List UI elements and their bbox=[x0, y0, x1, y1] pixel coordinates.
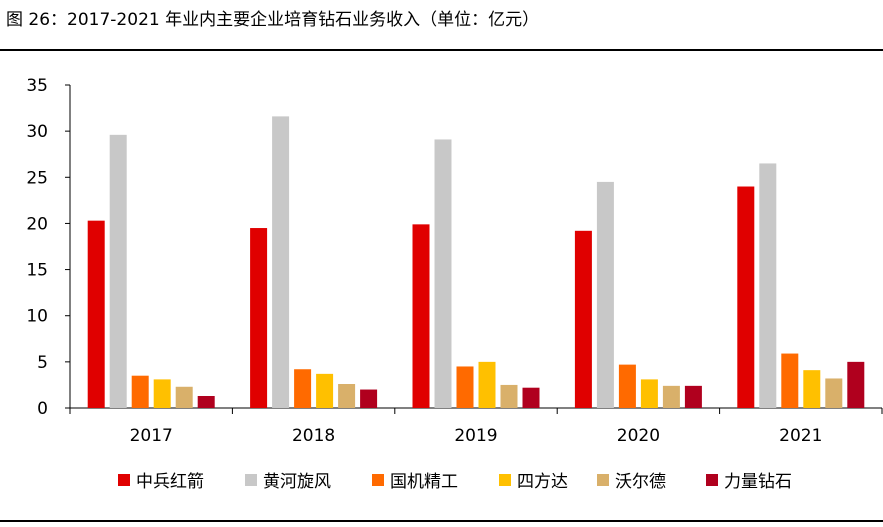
bar-四方达-2021 bbox=[803, 370, 821, 408]
bar-力量钻石-2017 bbox=[197, 396, 215, 408]
bar-黄河旋风-2021 bbox=[759, 163, 777, 408]
bar-四方达-2018 bbox=[316, 373, 334, 408]
legend-label: 沃尔德 bbox=[615, 472, 666, 492]
bar-沃尔德-2021 bbox=[825, 378, 843, 408]
legend-label: 国机精工 bbox=[390, 472, 458, 492]
y-tick-label: 20 bbox=[26, 214, 48, 234]
legend-swatch bbox=[118, 474, 130, 486]
x-tick-label: 2021 bbox=[779, 426, 822, 446]
legend-swatch bbox=[597, 474, 609, 486]
y-tick-label: 30 bbox=[26, 122, 48, 142]
x-tick-label: 2020 bbox=[617, 426, 660, 446]
bar-四方达-2017 bbox=[153, 379, 171, 408]
bar-力量钻石-2019 bbox=[522, 387, 540, 408]
legend-label: 四方达 bbox=[517, 472, 568, 492]
bar-国机精工-2020 bbox=[618, 364, 636, 408]
bar-国机精工-2018 bbox=[294, 369, 312, 408]
legend-swatch bbox=[245, 474, 257, 486]
bar-中兵红箭-2019 bbox=[412, 224, 430, 408]
bar-沃尔德-2017 bbox=[175, 386, 193, 408]
title-divider bbox=[0, 49, 883, 51]
bar-黄河旋风-2017 bbox=[109, 134, 127, 408]
bar-力量钻石-2021 bbox=[847, 361, 865, 408]
x-tick-label: 2019 bbox=[454, 426, 497, 446]
y-tick-label: 25 bbox=[26, 168, 48, 188]
legend-swatch bbox=[706, 474, 718, 486]
bottom-divider bbox=[0, 520, 883, 522]
bar-四方达-2019 bbox=[478, 361, 496, 408]
y-tick-label: 10 bbox=[26, 307, 48, 327]
bars bbox=[87, 116, 865, 409]
bar-国机精工-2021 bbox=[781, 353, 799, 408]
bar-沃尔德-2019 bbox=[500, 384, 518, 408]
y-axis: 0 5 10 15 20 25 30 35 bbox=[26, 76, 71, 419]
bar-沃尔德-2020 bbox=[662, 385, 680, 408]
x-axis: 2017 2018 2019 2020 2021 bbox=[69, 407, 883, 446]
bar-黄河旋风-2019 bbox=[434, 139, 452, 408]
bar-黄河旋风-2018 bbox=[272, 116, 290, 409]
bar-四方达-2020 bbox=[640, 379, 658, 408]
chart-title: 图 26：2017-2021 年业内主要企业培育钻石业务收入（单位：亿元） bbox=[6, 10, 540, 30]
y-tick-label: 15 bbox=[26, 261, 48, 281]
legend-label: 中兵红箭 bbox=[136, 472, 204, 492]
legend-swatch bbox=[372, 474, 384, 486]
bar-中兵红箭-2020 bbox=[574, 230, 592, 408]
bar-国机精工-2017 bbox=[131, 375, 149, 408]
bar-力量钻石-2020 bbox=[684, 385, 702, 408]
bar-力量钻石-2018 bbox=[360, 389, 378, 408]
bar-中兵红箭-2018 bbox=[250, 228, 268, 408]
legend-label: 力量钻石 bbox=[724, 472, 792, 492]
legend: 中兵红箭 黄河旋风 国机精工 四方达 沃尔德 力量钻石 bbox=[118, 472, 792, 492]
bar-黄河旋风-2020 bbox=[596, 181, 614, 408]
legend-swatch bbox=[499, 474, 511, 486]
y-tick-label: 5 bbox=[37, 353, 48, 373]
x-tick-label: 2017 bbox=[130, 426, 173, 446]
bar-中兵红箭-2021 bbox=[737, 186, 755, 408]
bar-中兵红箭-2017 bbox=[87, 220, 105, 408]
bar-沃尔德-2018 bbox=[338, 384, 356, 408]
y-tick-label: 35 bbox=[26, 76, 48, 96]
bar-国机精工-2019 bbox=[456, 366, 474, 408]
y-tick-label: 0 bbox=[37, 399, 48, 419]
x-tick-label: 2018 bbox=[292, 426, 335, 446]
legend-label: 黄河旋风 bbox=[263, 472, 331, 492]
